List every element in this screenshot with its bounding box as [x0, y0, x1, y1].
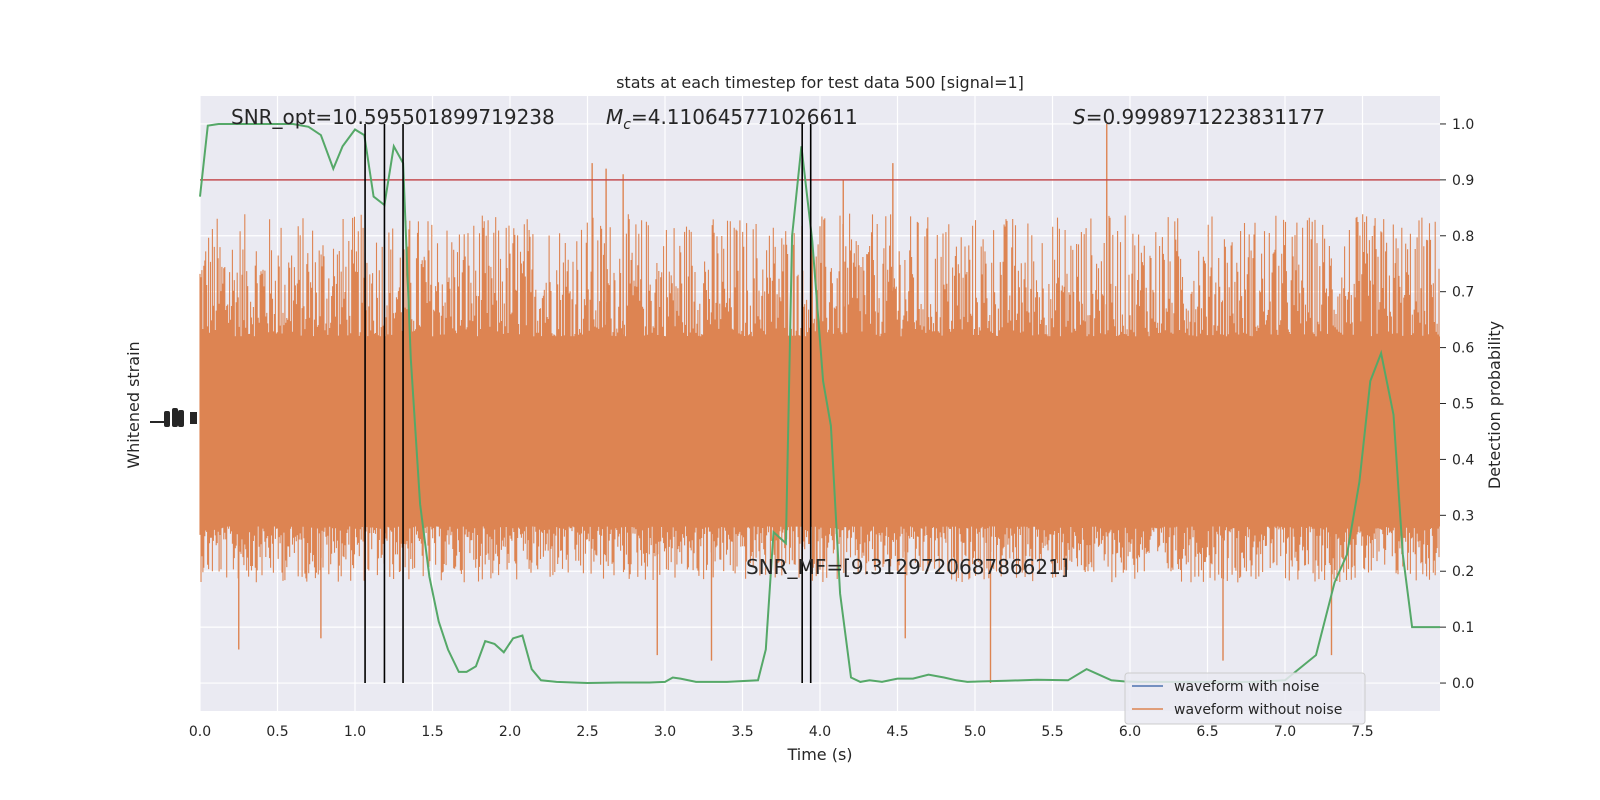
x-tick-label: 4.0	[809, 724, 831, 740]
x-tick-label: 2.0	[499, 724, 521, 740]
legend-label-without-noise: waveform without noise	[1174, 702, 1342, 718]
y-tick-label: 0.3	[1452, 508, 1474, 524]
x-tick-label: 1.0	[344, 724, 366, 740]
chirp-mass-value: =4.110645771026611	[631, 105, 858, 129]
x-tick-label: 7.0	[1274, 724, 1296, 740]
x-tick-label: 2.5	[576, 724, 598, 740]
x-tick-label: 5.5	[1041, 724, 1063, 740]
x-tick-label: 4.5	[886, 724, 908, 740]
s-annotation: S=0.9998971223831177	[1073, 105, 1325, 129]
x-tick-label: 3.5	[731, 724, 753, 740]
x-tick-labels: 0.0 0.5 1.0 1.5 2.0 2.5 3.0 3.5 4.0 4.5 5.0 5.5 6.0 6…	[189, 724, 1374, 740]
snr-opt-annotation: SNR_opt=10.595501899719238	[231, 105, 555, 129]
x-tick-label: 3.0	[654, 724, 676, 740]
left-axis-tick-cluster	[150, 408, 197, 427]
chirp-mass-symbol: M	[606, 105, 623, 129]
s-value: =0.9998971223831177	[1086, 105, 1325, 129]
y-axis-left-label: Whitened strain	[124, 341, 143, 468]
x-tick-label: 0.5	[266, 724, 288, 740]
marker-lines	[364, 123, 812, 684]
x-tick-label: 7.5	[1351, 724, 1373, 740]
x-tick-label: 6.0	[1119, 724, 1141, 740]
y-tick-label: 0.2	[1452, 564, 1474, 580]
x-tick-label: 0.0	[189, 724, 211, 740]
y-tick-label: 0.1	[1452, 620, 1474, 636]
x-tick-label: 1.5	[421, 724, 443, 740]
chirp-mass-subscript: c	[623, 117, 631, 133]
y-right-tick-labels: 0.0 0.1 0.2 0.3 0.4 0.5 0.6 0.7 0.8 0.9 1.0	[1440, 117, 1474, 692]
y-tick-label: 0.9	[1452, 173, 1474, 189]
y-tick-label: 0.6	[1452, 341, 1474, 357]
s-symbol: S	[1073, 105, 1086, 129]
chirp-mass-annotation: Mc=4.110645771026611	[606, 105, 858, 133]
y-axis-right-label: Detection probability	[1485, 321, 1504, 489]
y-tick-label: 1.0	[1452, 117, 1474, 133]
y-tick-label: 0.4	[1452, 452, 1474, 468]
x-tick-label: 5.0	[964, 724, 986, 740]
x-axis-label: Time (s)	[786, 745, 852, 764]
snr-mf-annotation: SNR_MF=[9.312972068786621]	[746, 555, 1069, 579]
legend: waveform with noise waveform without noi…	[1124, 672, 1366, 725]
legend-box	[1124, 672, 1366, 725]
strain-series	[199, 123, 1440, 684]
y-tick-label: 0.7	[1452, 285, 1474, 301]
legend-label-with-noise: waveform with noise	[1174, 679, 1319, 695]
x-tick-label: 6.5	[1196, 724, 1218, 740]
strain-noise-trace	[199, 213, 1440, 583]
y-tick-label: 0.0	[1452, 676, 1474, 692]
y-tick-label: 0.5	[1452, 397, 1474, 413]
chart-title: stats at each timestep for test data 500…	[616, 73, 1024, 92]
y-tick-label: 0.8	[1452, 229, 1474, 245]
